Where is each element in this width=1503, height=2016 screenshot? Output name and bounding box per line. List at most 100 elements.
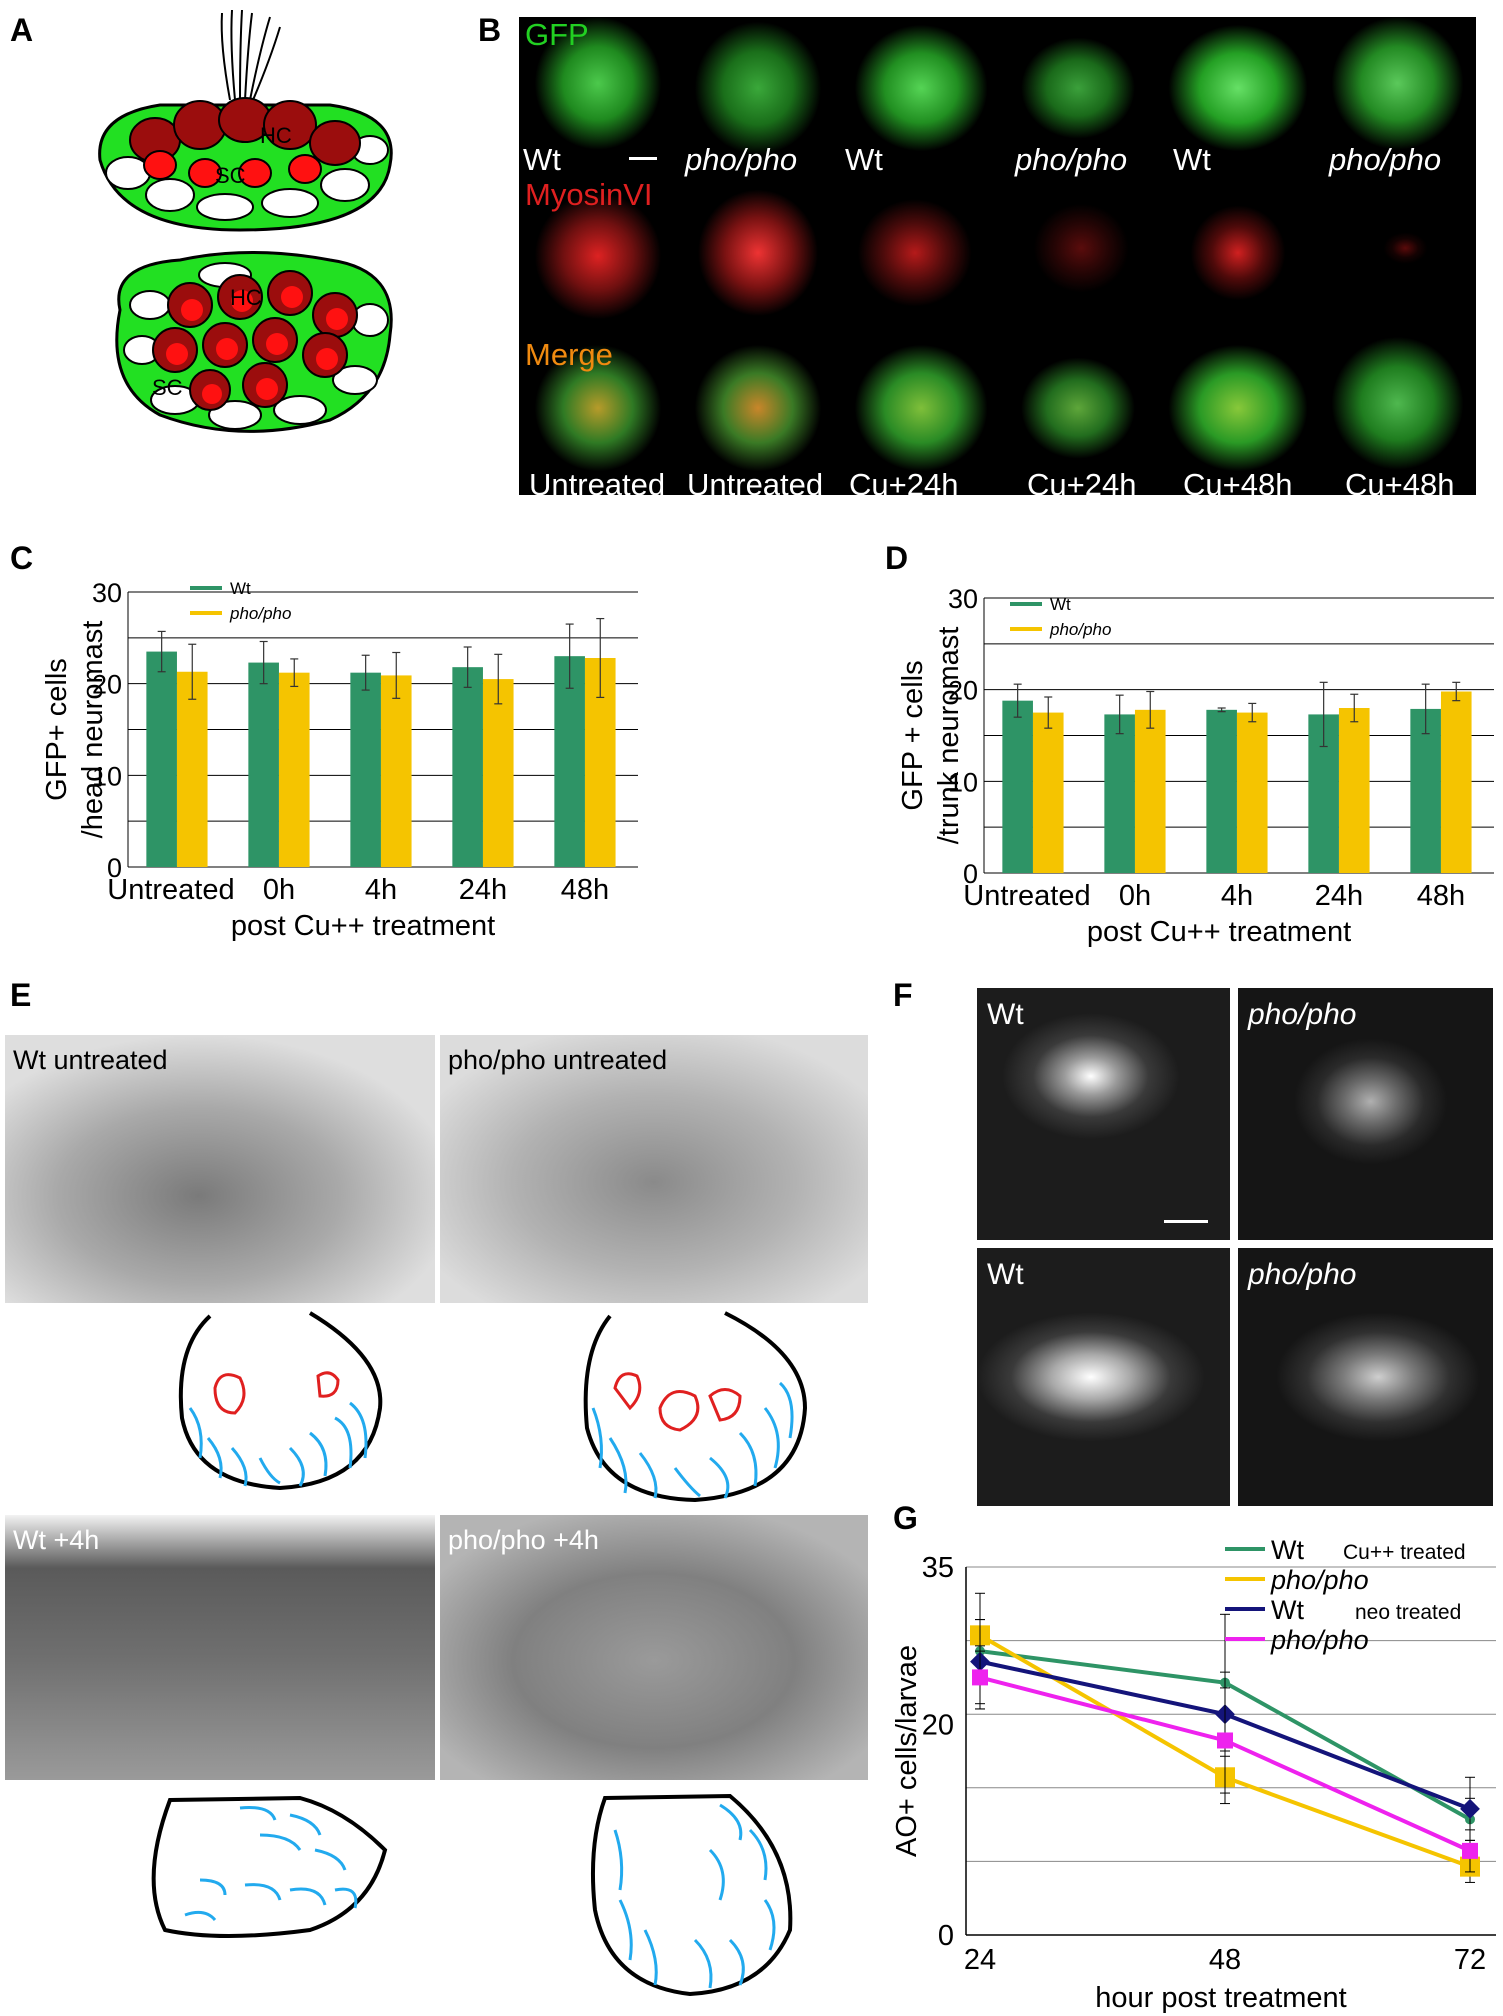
genotype-label-1: Wt <box>523 142 561 177</box>
legend-label: pho/pho <box>229 604 291 623</box>
bar <box>1134 709 1166 873</box>
legend-label: Wt <box>1271 1535 1304 1565</box>
em-caption-4: pho/pho +4h <box>448 1525 599 1555</box>
bar <box>1104 714 1135 873</box>
em-wt-untreated: Wt untreated <box>5 1035 435 1303</box>
condition-label-5: Cu+48h <box>1183 467 1293 502</box>
outline-wt-untreated <box>178 1311 383 1491</box>
merge-image-1 <box>519 337 677 495</box>
em-caption-2: pho/pho untreated <box>448 1045 668 1075</box>
merge-image-5 <box>1159 337 1317 495</box>
condition-label-6: Cu+48h <box>1345 467 1455 502</box>
f-scale-bar <box>1164 1220 1208 1223</box>
panel-label-b: B <box>478 12 502 48</box>
bar <box>1002 700 1033 873</box>
y-tick-label: 35 <box>922 1552 954 1584</box>
merge-image-4 <box>999 337 1157 495</box>
gfp-image-5 <box>1159 17 1317 175</box>
panel-label-c: C <box>10 540 34 576</box>
bar <box>1236 712 1268 873</box>
bar <box>278 672 310 867</box>
sc-label-bottom: SC <box>152 375 183 400</box>
y-tick-label: 30 <box>948 584 978 614</box>
bar <box>452 667 483 867</box>
y-tick-label: 30 <box>92 578 122 608</box>
x-tick-label: 0h <box>263 874 295 906</box>
y-tick-label: 10 <box>92 761 122 791</box>
f-caption-3: Wt <box>987 1258 1024 1291</box>
x-tick-label: 72 <box>1454 1944 1486 1976</box>
gfp-image-1 <box>519 17 677 175</box>
legend-label: Wt <box>1050 595 1071 614</box>
merge-image-6 <box>1319 337 1476 495</box>
x-tick-label: 48 <box>1209 1944 1241 1976</box>
em-wt-4h: Wt +4h <box>5 1515 435 1780</box>
y-tick-label: 20 <box>922 1710 954 1742</box>
y-tick-label: 0 <box>963 859 978 889</box>
data-point <box>1217 1732 1233 1749</box>
x-tick-label: Untreated <box>963 880 1090 912</box>
merge-image-3 <box>839 337 997 495</box>
genotype-label-2: pho/pho <box>685 142 798 177</box>
hc-label-top: HC <box>260 123 292 148</box>
f-caption-2: pho/pho <box>1248 998 1357 1031</box>
x-tick-label: 4h <box>365 874 397 906</box>
y-axis-title: /head neuromast <box>77 621 109 839</box>
genotype-label-5: Wt <box>1173 142 1211 177</box>
condition-label-1: Untreated <box>529 467 666 502</box>
bar <box>1440 691 1472 873</box>
ao-image-wt-1: Wt <box>977 988 1230 1240</box>
y-tick-label: 20 <box>92 670 122 700</box>
bar <box>350 672 381 867</box>
data-point <box>1460 1798 1480 1819</box>
kinocilia-bundle <box>220 9 281 101</box>
row-label-merge: Merge <box>525 337 613 372</box>
row-label-gfp: GFP <box>525 17 589 52</box>
x-tick-label: Untreated <box>107 874 234 906</box>
gfp-image-3 <box>839 17 997 175</box>
y-tick-label: 0 <box>107 853 122 883</box>
row-label-myosin: MyosinVI <box>525 177 653 212</box>
outline-pho-untreated <box>583 1311 808 1503</box>
myosin-image-1 <box>519 177 677 335</box>
x-tick-label: 48h <box>1417 880 1465 912</box>
bar <box>482 679 514 867</box>
fluorescence-grid: GFP MyosinVI Merge Wt pho/pho Wt pho/pho… <box>519 17 1476 502</box>
chart-g: 0 20 35 24 48 72 hour post treatment AO+ cells/… <box>891 1535 1496 2014</box>
x-tick-label: 4h <box>1221 880 1253 912</box>
neuromast-schematic: SC HC HC SC <box>98 9 393 433</box>
legend-label: pho/pho <box>1270 1565 1369 1595</box>
gfp-image-6 <box>1319 17 1476 175</box>
x-tick-label: 48h <box>561 874 609 906</box>
myosin-image-6 <box>1319 177 1476 335</box>
x-tick-label: 0h <box>1119 880 1151 912</box>
x-axis-title: post Cu++ treatment <box>231 910 495 942</box>
ao-image-pho-1: pho/pho <box>1238 988 1493 1240</box>
panel-label-g: G <box>893 1500 918 1536</box>
em-pho-untreated: pho/pho untreated <box>440 1035 868 1303</box>
bar <box>1338 708 1370 873</box>
myosin-image-2 <box>679 177 837 335</box>
x-tick-label: 24h <box>459 874 507 906</box>
y-tick-label: 10 <box>948 767 978 797</box>
bar <box>1410 708 1441 873</box>
ao-image-wt-2: Wt <box>977 1248 1230 1506</box>
genotype-label-6: pho/pho <box>1329 142 1442 177</box>
y-tick-label: 20 <box>948 676 978 706</box>
myosin-image-3 <box>839 177 997 335</box>
y-axis-title: GFP+ cells <box>41 658 73 801</box>
legend-group-label: neo treated <box>1355 1601 1461 1624</box>
y-axis-title: /trunk neuromast <box>933 627 965 845</box>
condition-label-2: Untreated <box>687 467 824 502</box>
genotype-label-3: Wt <box>845 142 883 177</box>
condition-label-3: Cu+24h <box>849 467 959 502</box>
legend-label: Wt <box>1271 1595 1304 1625</box>
y-axis-title: AO+ cells/larvae <box>891 1645 923 1857</box>
data-point <box>972 1669 988 1686</box>
outline-pho-4h <box>590 1793 793 1997</box>
scale-bar <box>629 157 657 160</box>
myosin-image-4 <box>999 177 1157 335</box>
gfp-image-4 <box>999 17 1157 175</box>
panel-label-d: D <box>885 540 909 576</box>
chart-d: 0 10 20 30 Untreated 0h 4h 24h 48h post Cu++ trea… <box>897 584 1494 948</box>
